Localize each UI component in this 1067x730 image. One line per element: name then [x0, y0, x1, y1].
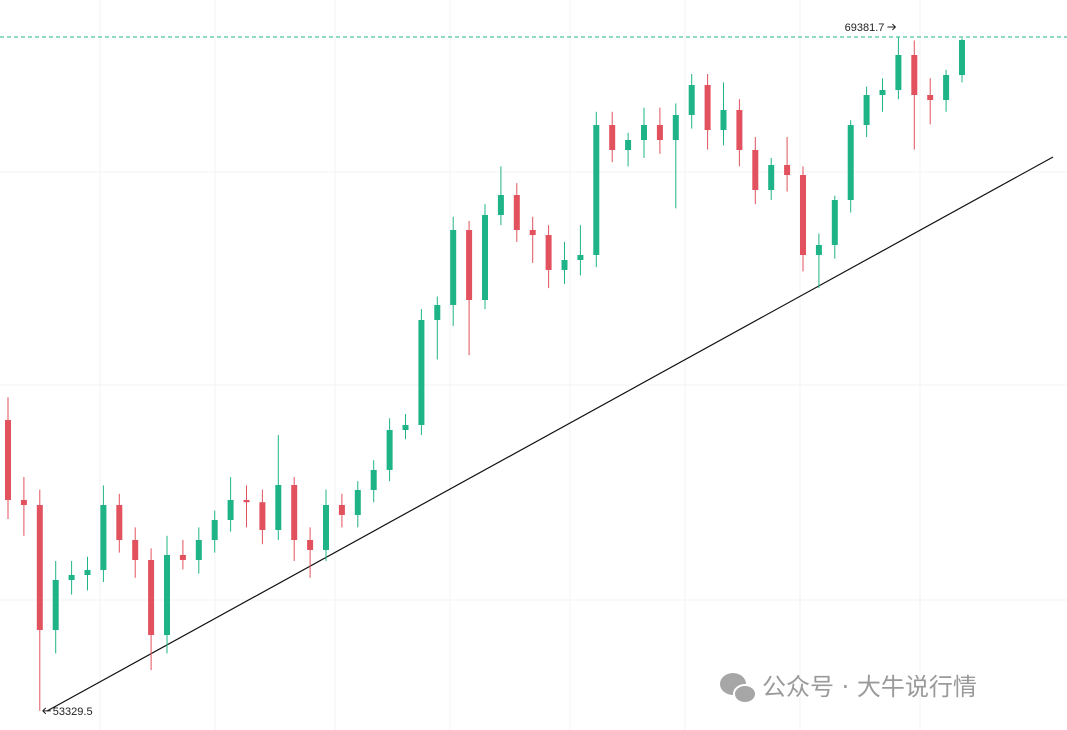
- candle-body: [164, 554, 170, 635]
- candle-body: [784, 164, 791, 176]
- candle-body: [450, 230, 457, 305]
- candle-body: [879, 90, 886, 96]
- max-label: 69381.7: [845, 22, 885, 34]
- candle-body: [148, 559, 155, 635]
- candle-body: [847, 125, 854, 200]
- candle-body: [20, 499, 27, 505]
- candle-body: [338, 504, 345, 515]
- candle-body: [609, 125, 616, 150]
- candle-body: [482, 214, 488, 300]
- candle-body: [625, 140, 632, 150]
- candle-body: [370, 469, 377, 490]
- candle-body: [752, 149, 759, 191]
- candle-body: [720, 109, 727, 131]
- candle-body: [768, 164, 775, 191]
- candle-body: [259, 502, 266, 531]
- candle-body: [513, 194, 520, 231]
- candle-body: [672, 114, 679, 141]
- candle-body: [911, 54, 918, 96]
- candle-body: [577, 254, 584, 260]
- candle-body: [323, 504, 329, 550]
- candle-body: [5, 419, 11, 500]
- candle-body: [863, 95, 870, 126]
- candle-body: [116, 504, 123, 540]
- candle-body: [291, 485, 298, 540]
- candle-body: [656, 125, 663, 141]
- candle-body: [704, 85, 711, 131]
- candle-body: [497, 194, 504, 215]
- candle-body: [195, 539, 202, 560]
- min-label: 53329.5: [53, 706, 93, 718]
- candle-body: [68, 575, 75, 581]
- candle-body: [529, 230, 536, 236]
- candle-body: [736, 109, 743, 150]
- candle-body: [434, 304, 441, 320]
- candle-body: [307, 539, 314, 550]
- candle-body: [688, 85, 695, 115]
- candle-body: [466, 230, 473, 300]
- candle-body: [959, 40, 965, 76]
- candle-body: [927, 95, 934, 100]
- candle-body: [386, 430, 393, 470]
- candle-body: [211, 519, 218, 540]
- candle-body: [641, 125, 647, 141]
- candle-body: [354, 489, 361, 515]
- min-arrow: [42, 707, 51, 715]
- candle-body: [52, 580, 59, 631]
- candle-body: [227, 499, 234, 520]
- max-arrow: [887, 23, 897, 31]
- candle-body: [132, 539, 139, 560]
- candle-body: [36, 504, 43, 631]
- candle-body: [275, 485, 282, 531]
- candle-body: [84, 569, 91, 576]
- candle-body: [100, 504, 107, 570]
- candle-body: [402, 425, 409, 431]
- wechat-icon: [720, 673, 757, 704]
- candle-body: [418, 319, 425, 426]
- candle-body: [179, 554, 186, 560]
- candle-body: [593, 125, 600, 255]
- candle-body: [243, 499, 250, 503]
- candle-body: [800, 175, 806, 255]
- candle-body: [895, 54, 902, 91]
- candle-body: [943, 75, 950, 100]
- watermark: 公众号 · 大牛说行情: [762, 673, 977, 701]
- candle-body: [545, 235, 552, 270]
- candle-body: [831, 199, 838, 245]
- candle-body: [815, 244, 822, 255]
- trend-line: [46, 156, 1054, 712]
- candle-body: [561, 259, 568, 270]
